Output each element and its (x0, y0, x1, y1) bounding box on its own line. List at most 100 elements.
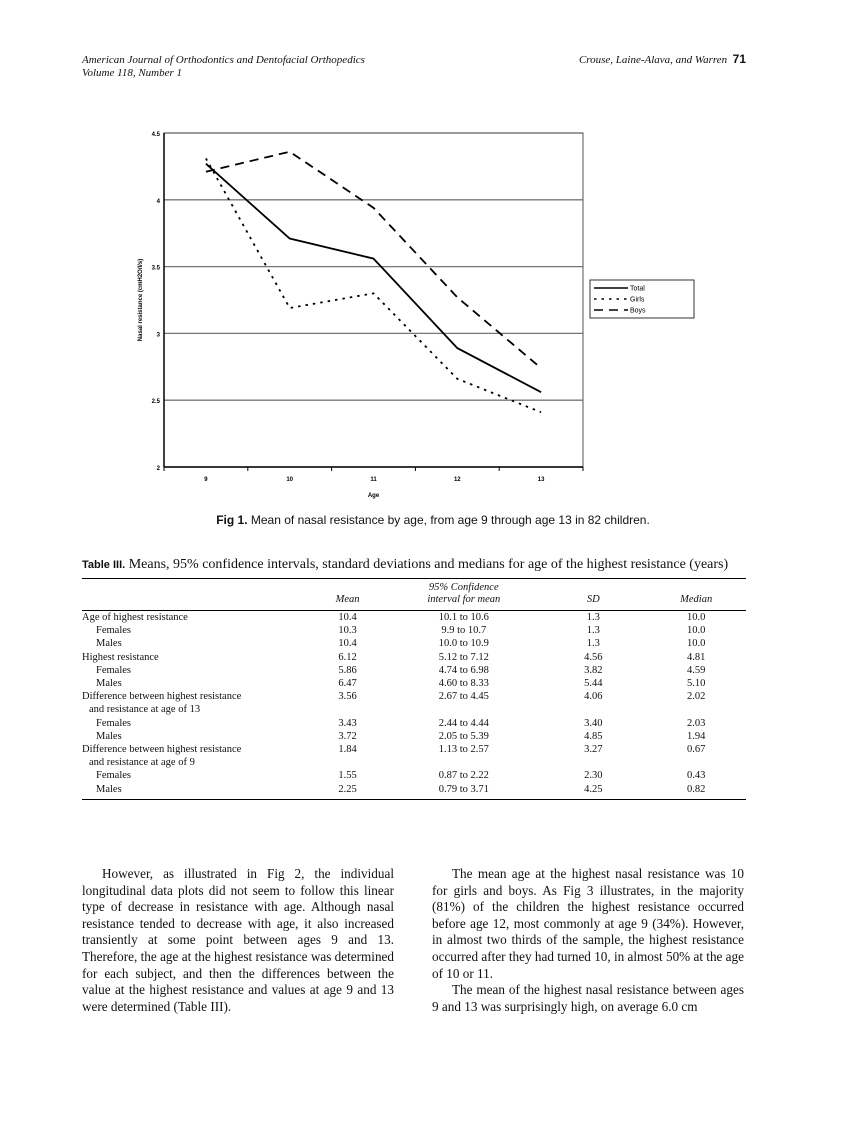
table-cell: 0.82 (687, 783, 706, 795)
table-cell: 3.56 (338, 691, 357, 703)
table-cell: 6.47 (338, 678, 357, 690)
legend-label: Girls (630, 297, 645, 304)
table-cell: 10.1 to 10.6 (438, 612, 489, 623)
column-header: 95% Confidence interval for mean (427, 582, 501, 605)
x-tick-label: 13 (538, 477, 545, 483)
table-row: Females 1.55 0.87 to 2.22 2.30 0.43 (82, 769, 746, 782)
table-cell: 3.27 (584, 744, 603, 756)
table-row: Difference between highest resistance 3.5… (82, 690, 746, 703)
row-label: Males (96, 783, 122, 795)
table-cell: 2.67 to 4.45 (438, 691, 489, 703)
table-row: and resistance at age of 9 (82, 756, 746, 769)
table-cell (540, 756, 646, 769)
table-cell: 4.56 (584, 651, 603, 663)
table-row: Females 5.86 4.74 to 6.98 3.82 4.59 (82, 664, 746, 677)
figure-caption-text: Mean of nasal resistance by age, from ag… (250, 513, 650, 527)
table-cell (646, 703, 746, 716)
running-header-right: Crouse, Laine-Alava, and Warren 71 (579, 53, 746, 67)
table-label: Table III. (82, 559, 126, 571)
table-cell: 10.0 (687, 612, 706, 623)
paragraph: The mean of the highest nasal resistance… (432, 982, 744, 1014)
row-label: Females (96, 625, 131, 637)
table-cell: 5.44 (584, 678, 603, 690)
table-cell (387, 703, 540, 716)
table-cell: 5.86 (338, 664, 357, 676)
table-cell: 1.3 (586, 638, 600, 650)
table-cell: 0.87 to 2.22 (438, 770, 489, 782)
x-tick-label: 9 (204, 477, 208, 483)
legend (589, 279, 695, 319)
y-tick-label: 3 (157, 332, 161, 338)
table-cell: 4.85 (584, 730, 603, 742)
row-label: Difference between highest resistance (82, 691, 242, 703)
series-line-boys (205, 150, 542, 369)
table-cell: 5.10 (687, 678, 706, 690)
series-line-total (205, 163, 542, 393)
table-cell: 2.03 (687, 717, 706, 729)
page-number: 71 (732, 52, 746, 66)
row-label: and resistance at age of 13 (89, 704, 201, 716)
table-row: Females 10.3 9.9 to 10.7 1.3 10.0 (82, 624, 746, 637)
table-cell: 1.84 (338, 744, 357, 756)
row-label: Highest resistance (82, 651, 159, 663)
table-cell: 10.0 (687, 625, 706, 637)
row-label: Difference between highest resistance (82, 744, 242, 756)
table-cell: 4.60 to 8.33 (438, 678, 489, 690)
journal-name: American Journal of Orthodontics and Den… (82, 54, 365, 66)
table-cell (308, 703, 388, 716)
row-label: Males (96, 730, 122, 742)
x-tick-label: 12 (454, 477, 461, 483)
x-tick-label: 10 (286, 477, 293, 483)
body-column-left: However, as illustrated in Fig 2, the in… (82, 866, 394, 1015)
y-axis-label: Nasal resistance (cmH2O/l/s) (138, 259, 144, 341)
table-cell (308, 756, 388, 769)
table-cell: 10.4 (338, 638, 357, 650)
table-cell: 2.02 (687, 691, 706, 703)
table-cell: 0.67 (687, 744, 706, 756)
table-cell: 3.72 (338, 730, 357, 742)
row-label: Males (96, 678, 122, 690)
table-cell: 4.81 (687, 651, 706, 663)
table-cell: 10.3 (338, 625, 357, 637)
legend-label: Boys (630, 308, 646, 315)
row-label: and resistance at age of 9 (89, 757, 195, 769)
table-cell: 4.59 (687, 664, 706, 676)
table-cell: 3.82 (584, 664, 603, 676)
table-cell (646, 756, 746, 769)
table-row: Difference between highest resistance 1.8… (82, 743, 746, 756)
y-tick-label: 2.5 (152, 399, 161, 405)
table-cell: 6.12 (338, 651, 357, 663)
table-iii: Mean 95% Confidence interval for mean SD Med… (82, 578, 746, 800)
table-cell: 0.43 (687, 770, 706, 782)
paragraph: The mean age at the highest nasal resist… (432, 866, 744, 981)
figure-label: Fig 1. (216, 513, 248, 527)
table-cell: 4.06 (584, 691, 603, 703)
series-line-girls (205, 157, 542, 414)
table-row: Females 3.43 2.44 to 4.44 3.40 2.03 (82, 717, 746, 730)
table-row: Age of highest resistance 10.4 10.1 to 10.… (82, 611, 746, 625)
row-label: Females (96, 770, 131, 782)
row-label: Females (96, 717, 131, 729)
table-row: Males 3.72 2.05 to 5.39 4.85 1.94 (82, 730, 746, 743)
figure-1-chart: 2 2.5 3 3.5 4 4.5 9 10 11 12 13 Age Nasal resistance… (138, 132, 695, 499)
table-cell: 2.05 to 5.39 (438, 730, 489, 742)
y-tick-label: 2 (157, 466, 161, 472)
legend-label: Total (630, 286, 645, 293)
volume: Volume 118, Number 1 (82, 67, 183, 79)
x-axis-label: Age (368, 493, 380, 499)
table-row: Males 6.47 4.60 to 8.33 5.44 5.10 (82, 677, 746, 690)
table-cell: 2.25 (338, 783, 357, 795)
row-label: Males (96, 638, 122, 650)
column-header: Mean (335, 594, 360, 605)
table-row: Highest resistance 6.12 5.12 to 7.12 4.56 4.… (82, 651, 746, 664)
table-cell: 1.3 (586, 612, 600, 623)
table-cell: 5.12 to 7.12 (438, 651, 489, 663)
table-caption-text: Means, 95% confidence intervals, standar… (128, 557, 729, 572)
table-cell: 10.0 to 10.9 (438, 638, 489, 650)
table-cell: 1.3 (586, 625, 600, 637)
table-cell: 10.4 (338, 612, 357, 623)
figure-caption: Fig 1. Mean of nasal resistance by age, … (0, 513, 866, 527)
table-cell: 2.30 (584, 770, 603, 782)
column-header: SD (586, 594, 600, 605)
